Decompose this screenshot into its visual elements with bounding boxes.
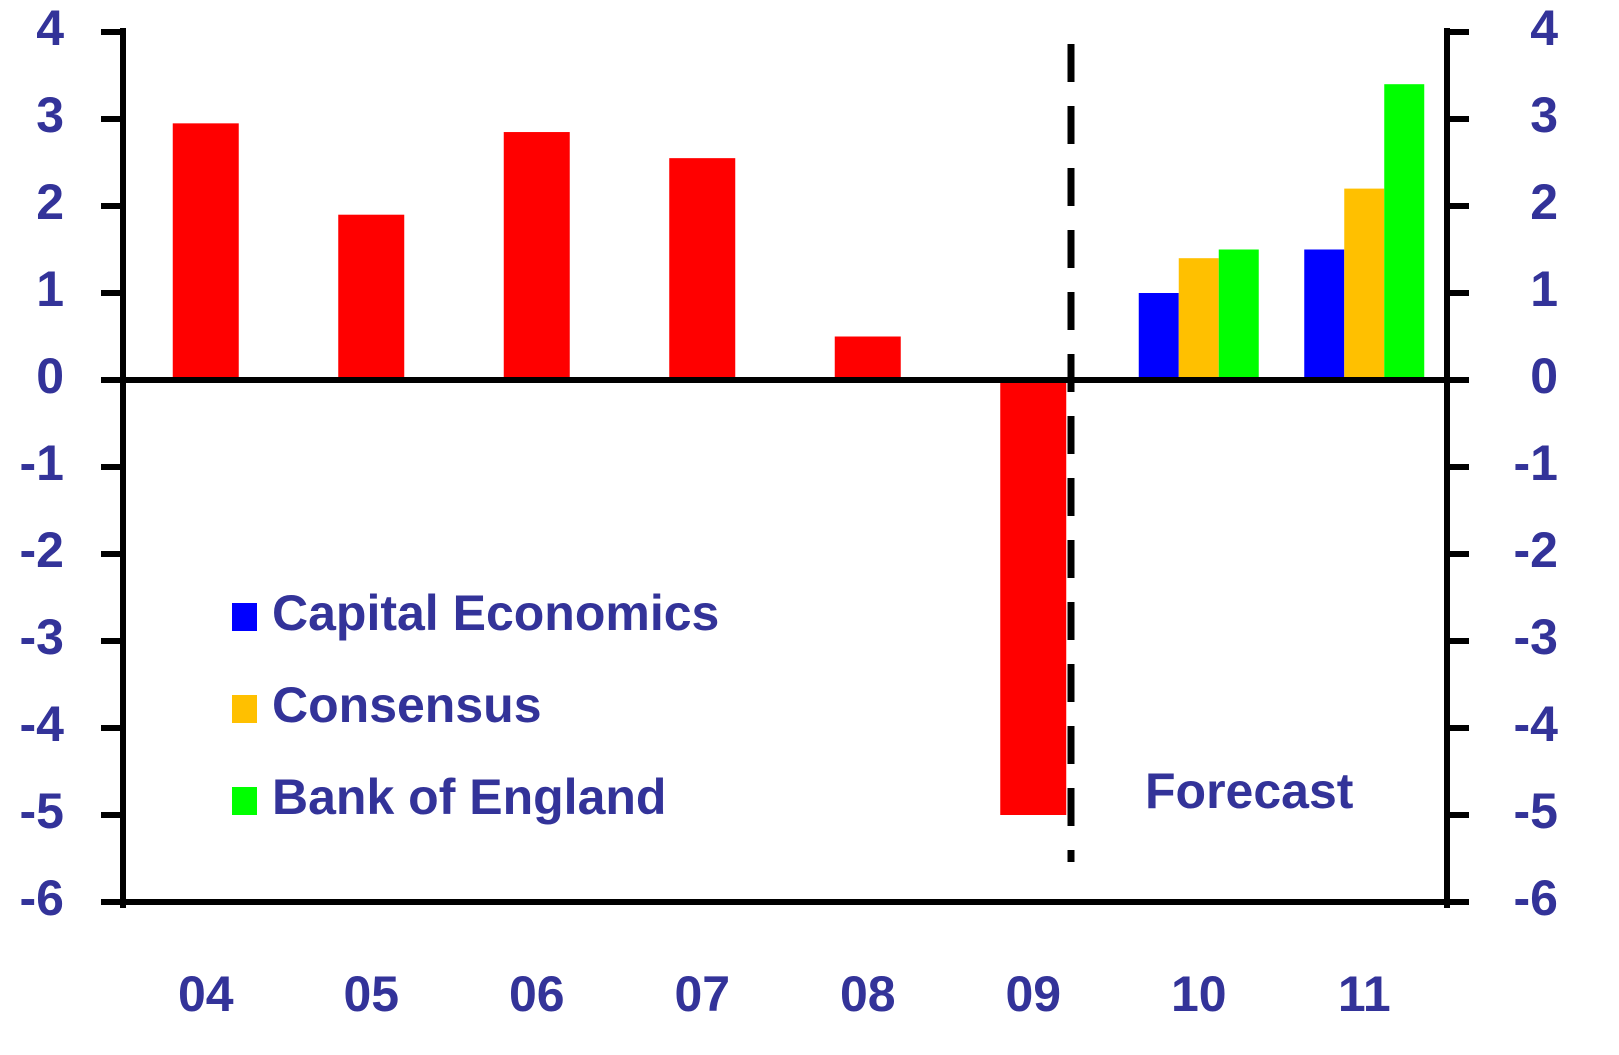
y2-tick-label: 4 — [1530, 0, 1558, 56]
bar — [1384, 84, 1425, 380]
y-tick-label: 3 — [36, 87, 64, 143]
bar — [1218, 249, 1259, 380]
y-tick-label: 0 — [36, 348, 64, 404]
y2-tick-label: -2 — [1514, 522, 1558, 578]
x-tick-label: 11 — [1338, 966, 1391, 1022]
x-tick-label: 04 — [178, 966, 234, 1022]
bar — [1000, 380, 1067, 815]
y2-tick-label: -3 — [1514, 609, 1558, 665]
bar — [1304, 249, 1345, 380]
y2-tick-label: 1 — [1530, 261, 1558, 317]
x-tick-label: 09 — [1005, 966, 1061, 1022]
y2-tick-label: -5 — [1514, 783, 1558, 839]
y-tick-label: -5 — [20, 783, 64, 839]
legend-swatch — [232, 695, 257, 723]
bar — [503, 132, 570, 380]
y-tick-label: -4 — [20, 696, 65, 752]
y2-tick-label: 3 — [1530, 87, 1558, 143]
legend-label: Capital Economics — [272, 585, 719, 641]
legend-swatch — [232, 603, 257, 631]
y2-tick-label: 2 — [1530, 174, 1558, 230]
y-tick-label: 1 — [36, 261, 64, 317]
y-tick-label: 4 — [36, 0, 64, 56]
y-tick-label: -2 — [20, 522, 64, 578]
bar — [834, 336, 901, 380]
bar — [172, 123, 239, 380]
y2-tick-label: -1 — [1514, 435, 1558, 491]
y2-tick-label: -6 — [1514, 870, 1558, 926]
legend-swatch — [232, 787, 257, 815]
y2-tick-label: 0 — [1530, 348, 1558, 404]
x-tick-label: 10 — [1171, 966, 1227, 1022]
y2-tick-label: -4 — [1514, 696, 1559, 752]
annotation: Forecast — [1145, 763, 1354, 819]
x-tick-label: 07 — [674, 966, 730, 1022]
y-tick-label: 2 — [36, 174, 64, 230]
bar — [1344, 188, 1385, 380]
y-tick-label: -6 — [20, 870, 64, 926]
legend-label: Bank of England — [272, 769, 666, 825]
x-tick-label: 06 — [509, 966, 565, 1022]
y-tick-label: -3 — [20, 609, 64, 665]
bar — [1138, 293, 1179, 380]
bar — [669, 158, 736, 380]
legend-label: Consensus — [272, 677, 542, 733]
x-tick-label: 05 — [343, 966, 399, 1022]
bar — [1178, 258, 1219, 380]
x-tick-label: 08 — [840, 966, 896, 1022]
y-tick-label: -1 — [20, 435, 64, 491]
bar — [338, 214, 405, 380]
